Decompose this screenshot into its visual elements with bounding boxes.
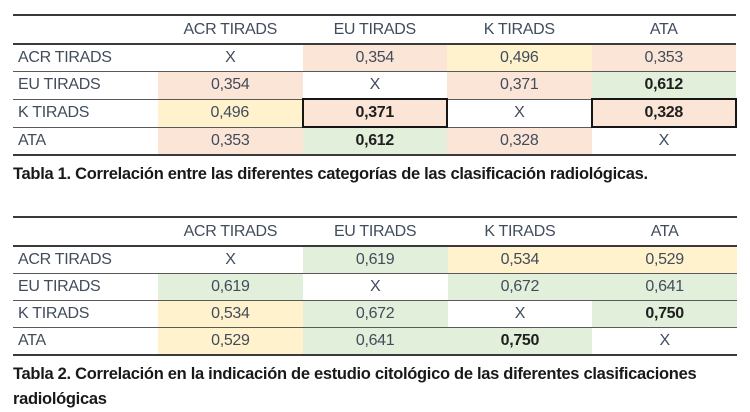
row-label: ACR TIRADS bbox=[13, 44, 158, 72]
value-cell: X bbox=[302, 273, 448, 301]
value-cell: 0,496 bbox=[158, 99, 303, 128]
column-header: EU TIRADS bbox=[302, 216, 448, 247]
table-row: EU TIRADS 0,354 X 0,371 0,612 bbox=[13, 71, 736, 100]
table-row: K TIRADS 0,496 0,371 X 0,328 bbox=[13, 98, 737, 128]
correlation-table-2: ACR TIRADS EU TIRADS K TIRADS ATA ACR TIRAD… bbox=[13, 216, 737, 356]
header-row: ACR TIRADS EU TIRADS K TIRADS ATA bbox=[13, 14, 736, 45]
value-cell: 0,750 bbox=[592, 300, 737, 328]
value-cell: 0,353 bbox=[158, 127, 303, 156]
value-cell: 0,641 bbox=[302, 327, 448, 356]
value-cell: 0,353 bbox=[591, 44, 736, 72]
value-cell: X bbox=[447, 99, 592, 128]
corner-cell bbox=[13, 14, 158, 45]
column-header: ATA bbox=[592, 216, 737, 247]
row-label: ATA bbox=[13, 327, 158, 356]
header-row: ACR TIRADS EU TIRADS K TIRADS ATA bbox=[13, 216, 737, 247]
corner-cell bbox=[13, 216, 158, 247]
column-header: ATA bbox=[591, 14, 736, 45]
value-cell: 0,534 bbox=[158, 300, 303, 328]
value-cell: X bbox=[591, 127, 736, 156]
value-cell: 0,619 bbox=[158, 273, 303, 301]
value-cell: 0,328 bbox=[447, 127, 592, 156]
value-cell: 0,672 bbox=[302, 300, 448, 328]
value-cell: X bbox=[447, 300, 593, 328]
table-row: ATA 0,353 0,612 0,328 X bbox=[13, 127, 736, 156]
table-row: ACR TIRADS X 0,619 0,534 0,529 bbox=[13, 246, 737, 274]
caption-table-1: Tabla 1. Correlación entre las diferente… bbox=[13, 165, 648, 183]
column-header: EU TIRADS bbox=[302, 14, 447, 45]
row-label: ACR TIRADS bbox=[13, 246, 158, 274]
value-cell: 0,529 bbox=[158, 327, 303, 356]
table-row: ATA 0,529 0,641 0,750 X bbox=[13, 327, 737, 356]
value-cell: 0,612 bbox=[302, 127, 447, 156]
row-label: EU TIRADS bbox=[13, 71, 158, 100]
value-cell: 0,529 bbox=[592, 246, 737, 274]
correlation-table-1: ACR TIRADS EU TIRADS K TIRADS ATA ACR TIRAD… bbox=[13, 14, 737, 156]
caption-table-2: Tabla 2. Correlación en la indicación de… bbox=[13, 365, 697, 408]
value-cell: 0,619 bbox=[302, 246, 448, 274]
row-label: K TIRADS bbox=[13, 99, 158, 128]
value-cell: X bbox=[158, 246, 303, 274]
value-cell: 0,612 bbox=[591, 71, 736, 100]
row-label: EU TIRADS bbox=[13, 273, 158, 301]
column-header: ACR TIRADS bbox=[158, 216, 303, 247]
table-row: EU TIRADS 0,619 X 0,672 0,641 bbox=[13, 273, 737, 301]
value-cell: 0,371 bbox=[447, 71, 592, 100]
value-cell: 0,672 bbox=[447, 273, 593, 301]
column-header: ACR TIRADS bbox=[158, 14, 303, 45]
value-cell: 0,534 bbox=[447, 246, 593, 274]
value-cell: 0,371 bbox=[301, 98, 448, 128]
table-row: K TIRADS 0,534 0,672 X 0,750 bbox=[13, 300, 737, 328]
value-cell: 0,750 bbox=[447, 327, 593, 356]
row-label: K TIRADS bbox=[13, 300, 158, 328]
value-cell: 0,328 bbox=[590, 98, 737, 128]
value-cell: X bbox=[158, 44, 303, 72]
column-header: K TIRADS bbox=[447, 216, 593, 247]
column-header: K TIRADS bbox=[447, 14, 592, 45]
table-row: ACR TIRADS X 0,354 0,496 0,353 bbox=[13, 44, 736, 72]
value-cell: X bbox=[302, 71, 447, 100]
value-cell: 0,354 bbox=[302, 44, 447, 72]
row-label: ATA bbox=[13, 127, 158, 156]
value-cell: 0,641 bbox=[592, 273, 737, 301]
value-cell: X bbox=[592, 327, 737, 356]
value-cell: 0,496 bbox=[447, 44, 592, 72]
value-cell: 0,354 bbox=[158, 71, 303, 100]
